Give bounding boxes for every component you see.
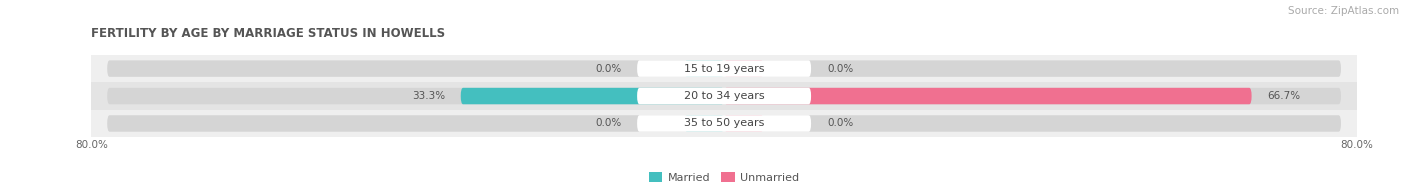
FancyBboxPatch shape — [107, 115, 1341, 132]
FancyBboxPatch shape — [724, 115, 763, 132]
FancyBboxPatch shape — [107, 60, 1341, 77]
Text: FERTILITY BY AGE BY MARRIAGE STATUS IN HOWELLS: FERTILITY BY AGE BY MARRIAGE STATUS IN H… — [91, 27, 446, 40]
Text: 0.0%: 0.0% — [595, 64, 621, 74]
Text: 0.0%: 0.0% — [827, 118, 853, 129]
FancyBboxPatch shape — [685, 60, 724, 77]
FancyBboxPatch shape — [637, 60, 811, 77]
FancyBboxPatch shape — [637, 88, 811, 104]
Text: Source: ZipAtlas.com: Source: ZipAtlas.com — [1288, 6, 1399, 16]
Text: 0.0%: 0.0% — [827, 64, 853, 74]
FancyBboxPatch shape — [637, 115, 811, 132]
Legend: Married, Unmarried: Married, Unmarried — [648, 172, 800, 183]
FancyBboxPatch shape — [724, 60, 763, 77]
Text: 33.3%: 33.3% — [412, 91, 444, 101]
Text: 35 to 50 years: 35 to 50 years — [683, 118, 765, 129]
Text: 0.0%: 0.0% — [595, 118, 621, 129]
Text: 20 to 34 years: 20 to 34 years — [683, 91, 765, 101]
FancyBboxPatch shape — [107, 88, 1341, 104]
FancyBboxPatch shape — [724, 88, 1251, 104]
Text: 66.7%: 66.7% — [1267, 91, 1301, 101]
Bar — [91, 110, 1357, 137]
Bar — [91, 82, 1357, 110]
FancyBboxPatch shape — [461, 88, 724, 104]
Text: 15 to 19 years: 15 to 19 years — [683, 64, 765, 74]
FancyBboxPatch shape — [685, 115, 724, 132]
Bar — [91, 55, 1357, 82]
